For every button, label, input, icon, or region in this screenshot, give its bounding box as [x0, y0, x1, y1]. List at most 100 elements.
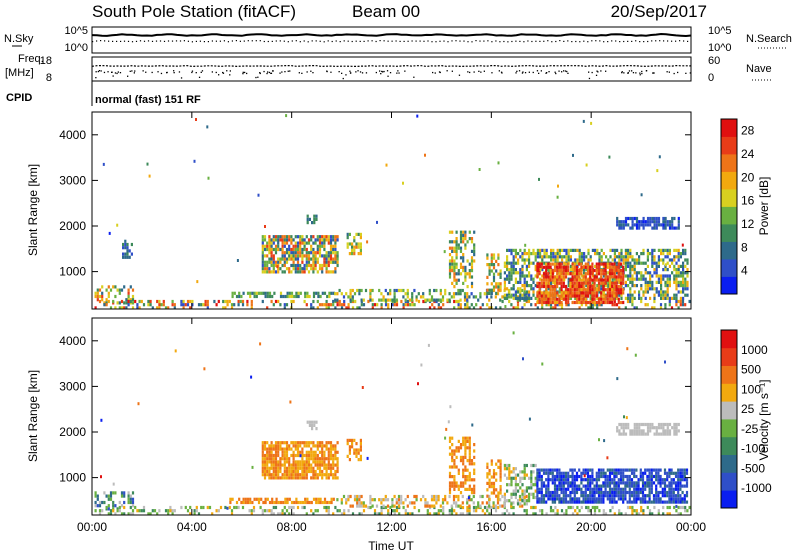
- heatmap-cell: [462, 459, 465, 463]
- heatmap-cell: [582, 297, 585, 301]
- heatmap-cell: [616, 223, 619, 227]
- nsearch-dot: [427, 40, 429, 42]
- heatmap-cell: [630, 500, 634, 504]
- heatmap-cell: [506, 287, 509, 291]
- heatmap-cell: [125, 298, 128, 302]
- heatmap-cell: [677, 274, 680, 278]
- colorbar-tick-label: 20: [741, 170, 755, 184]
- heatmap-cell: [270, 254, 273, 258]
- heatmap-cell: [640, 296, 643, 300]
- nsearch-dot: [555, 40, 557, 43]
- heatmap-cell: [290, 441, 293, 445]
- heatmap-cell: [290, 270, 293, 274]
- x-tick-label: 00:00: [676, 520, 706, 534]
- heatmap-cell: [595, 499, 598, 503]
- heatmap-cell: [314, 267, 317, 271]
- heatmap-cell: [124, 255, 127, 259]
- nsearch-dot: [139, 40, 142, 42]
- heatmap-cell: [415, 298, 418, 302]
- heatmap-cell: [334, 453, 337, 458]
- heatmap-cell: [677, 216, 680, 221]
- heatmap-cell: [562, 500, 565, 504]
- heatmap-cell: [488, 481, 491, 485]
- heatmap-cell: [126, 242, 129, 247]
- nave-dot: [246, 72, 248, 75]
- heatmap-cell: [664, 284, 667, 288]
- heatmap-cell: [582, 471, 585, 475]
- heatmap-cell: [109, 497, 113, 501]
- heatmap-cell: [523, 476, 526, 480]
- nave-dot: [375, 71, 377, 74]
- heatmap-cell: [292, 450, 295, 454]
- heatmap-cell: [373, 303, 377, 307]
- heatmap-cell: [499, 478, 502, 482]
- heatmap-cell: [663, 500, 667, 504]
- heatmap-cell: [571, 262, 574, 266]
- heatmap-cell: [391, 504, 394, 508]
- nsearch-dot: [495, 40, 497, 42]
- heatmap-cell: [304, 294, 307, 299]
- heatmap-cell: [125, 306, 128, 310]
- heatmap-cell: [332, 260, 335, 264]
- heatmap-cell: [560, 281, 563, 285]
- heatmap-cell: [127, 512, 130, 516]
- heatmap-cell: [532, 483, 535, 487]
- heatmap-cell: [523, 303, 526, 307]
- heatmap-cell: [635, 226, 639, 230]
- heatmap-cell: [629, 261, 632, 265]
- heatmap-cell: [359, 438, 362, 442]
- heatmap-cell: [512, 271, 515, 275]
- heatmap-cell: [285, 509, 289, 513]
- nave-dot: [119, 72, 122, 74]
- heatmap-cell: [514, 479, 517, 484]
- colorbar-tick-label: 25: [741, 402, 755, 416]
- heatmap-cell: [466, 509, 469, 513]
- heatmap-cell: [553, 297, 557, 301]
- heatmap-cell: [679, 271, 682, 275]
- heatmap-cell: [439, 292, 442, 296]
- nsearch-dot: [575, 40, 577, 43]
- heatmap-cell: [330, 500, 333, 505]
- nave-dot: [491, 72, 493, 74]
- heatmap-cell: [558, 265, 561, 269]
- heatmap-cell: [312, 497, 316, 501]
- heatmap-cell: [486, 253, 489, 257]
- heatmap-cell: [633, 426, 636, 430]
- heatmap-cell: [642, 226, 645, 230]
- heatmap-cell: [659, 303, 663, 307]
- heatmap-cell: [682, 296, 685, 300]
- heatmap-cell: [553, 481, 557, 485]
- heatmap-cell: [674, 500, 678, 504]
- freq-line: [91, 64, 692, 68]
- heatmap-cell: [673, 280, 676, 284]
- heatmap-cell: [553, 478, 557, 482]
- heatmap-cell: [618, 220, 621, 224]
- nave-dot: [653, 72, 655, 74]
- heatmap-cell: [630, 478, 634, 482]
- heatmap-cell: [519, 486, 522, 490]
- heatmap-cell: [261, 267, 264, 271]
- heatmap-cell: [613, 272, 616, 276]
- heatmap-cell: [582, 119, 585, 123]
- heatmap-cell: [611, 478, 614, 482]
- heatmap-cell: [616, 429, 619, 433]
- heatmap-cell: [538, 474, 541, 479]
- heatmap-cell: [395, 288, 398, 293]
- heatmap-cell: [453, 285, 456, 289]
- heatmap-cell: [428, 288, 431, 293]
- heatmap-cell: [261, 457, 264, 461]
- heatmap-cell: [327, 453, 330, 458]
- heatmap-cell: [635, 422, 639, 427]
- heatmap-cell: [677, 481, 680, 485]
- heatmap-cell: [642, 220, 645, 224]
- heatmap-cell: [547, 484, 550, 488]
- heatmap-cell: [453, 481, 456, 485]
- nave-dot: [289, 70, 291, 72]
- heatmap-cell: [573, 494, 576, 498]
- heatmap-cell: [346, 236, 349, 240]
- heatmap-cell: [545, 468, 548, 472]
- heatmap-cell: [285, 114, 288, 118]
- nave-dot: [112, 75, 114, 77]
- heatmap-cell: [564, 284, 568, 289]
- heatmap-cell: [562, 471, 565, 475]
